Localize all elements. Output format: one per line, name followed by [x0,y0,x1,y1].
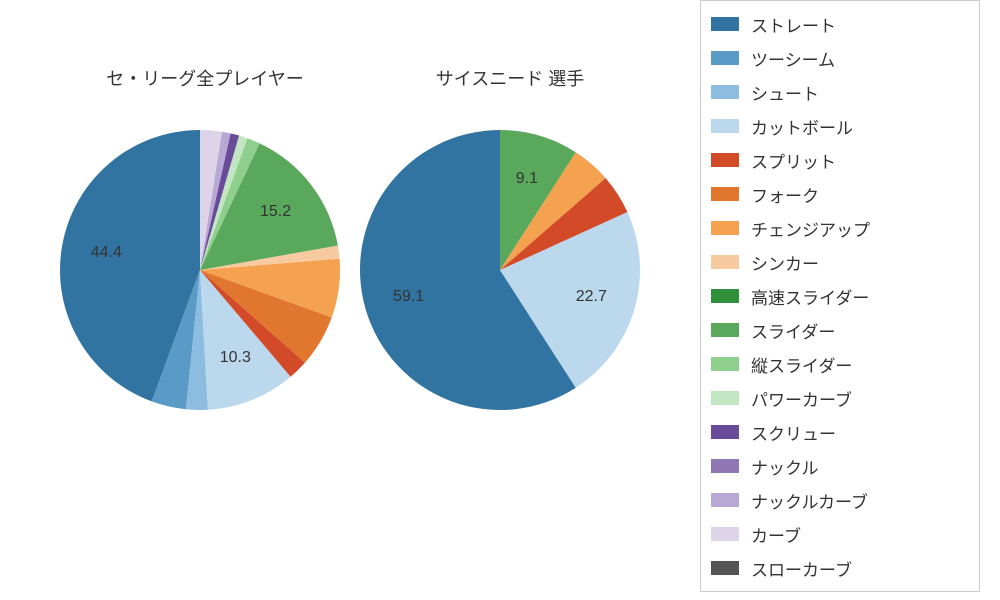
legend-item-slow_curve: スローカーブ [711,551,969,585]
legend-label-cutball: カットボール [751,114,853,139]
legend: ストレートツーシームシュートカットボールスプリットフォークチェンジアップシンカー… [700,0,980,592]
legend-item-sinker: シンカー [711,245,969,279]
legend-label-fork: フォーク [751,182,819,207]
legend-swatch-fork [711,187,739,201]
legend-item-knuckle: ナックル [711,449,969,483]
legend-label-twoseam: ツーシーム [751,46,835,71]
legend-item-fork: フォーク [711,177,969,211]
legend-label-power_curve: パワーカーブ [751,386,852,411]
legend-label-screw: スクリュー [751,420,836,445]
legend-swatch-knuckle [711,459,739,473]
legend-item-vert_slider: 縦スライダー [711,347,969,381]
legend-swatch-slider [711,323,739,337]
legend-swatch-split [711,153,739,167]
legend-swatch-curve [711,527,739,541]
legend-item-power_curve: パワーカーブ [711,381,969,415]
legend-label-shoot: シュート [751,80,819,105]
legend-swatch-changeup [711,221,739,235]
legend-item-fast_slider: 高速スライダー [711,279,969,313]
legend-swatch-twoseam [711,51,739,65]
legend-label-sinker: シンカー [751,250,819,275]
legend-item-cutball: カットボール [711,109,969,143]
legend-label-knuckle_curve: ナックルカーブ [751,488,868,513]
legend-label-slow_curve: スローカーブ [751,556,852,581]
legend-item-curve: カーブ [711,517,969,551]
legend-swatch-cutball [711,119,739,133]
legend-swatch-fast_slider [711,289,739,303]
chart-title-player: サイスニード 選手 [370,65,650,91]
legend-swatch-vert_slider [711,357,739,371]
legend-label-vert_slider: 縦スライダー [751,352,852,377]
legend-label-slider: スライダー [751,318,835,343]
legend-item-knuckle_curve: ナックルカーブ [711,483,969,517]
legend-item-straight: ストレート [711,7,969,41]
legend-label-curve: カーブ [751,522,801,547]
legend-label-changeup: チェンジアップ [751,216,870,241]
legend-item-shoot: シュート [711,75,969,109]
legend-swatch-slow_curve [711,561,739,575]
legend-swatch-straight [711,17,739,31]
legend-label-split: スプリット [751,148,836,173]
legend-swatch-power_curve [711,391,739,405]
legend-swatch-shoot [711,85,739,99]
chart-title-league: セ・リーグ全プレイヤー [65,65,345,91]
legend-swatch-screw [711,425,739,439]
legend-swatch-sinker [711,255,739,269]
legend-item-changeup: チェンジアップ [711,211,969,245]
legend-item-split: スプリット [711,143,969,177]
legend-item-twoseam: ツーシーム [711,41,969,75]
legend-label-fast_slider: 高速スライダー [751,284,869,309]
legend-label-knuckle: ナックル [751,454,819,479]
legend-label-straight: ストレート [751,12,836,37]
legend-swatch-knuckle_curve [711,493,739,507]
chart-container: セ・リーグ全プレイヤーサイスニード 選手 44.410.315.259.122.… [0,0,1000,600]
legend-item-slider: スライダー [711,313,969,347]
legend-item-screw: スクリュー [711,415,969,449]
